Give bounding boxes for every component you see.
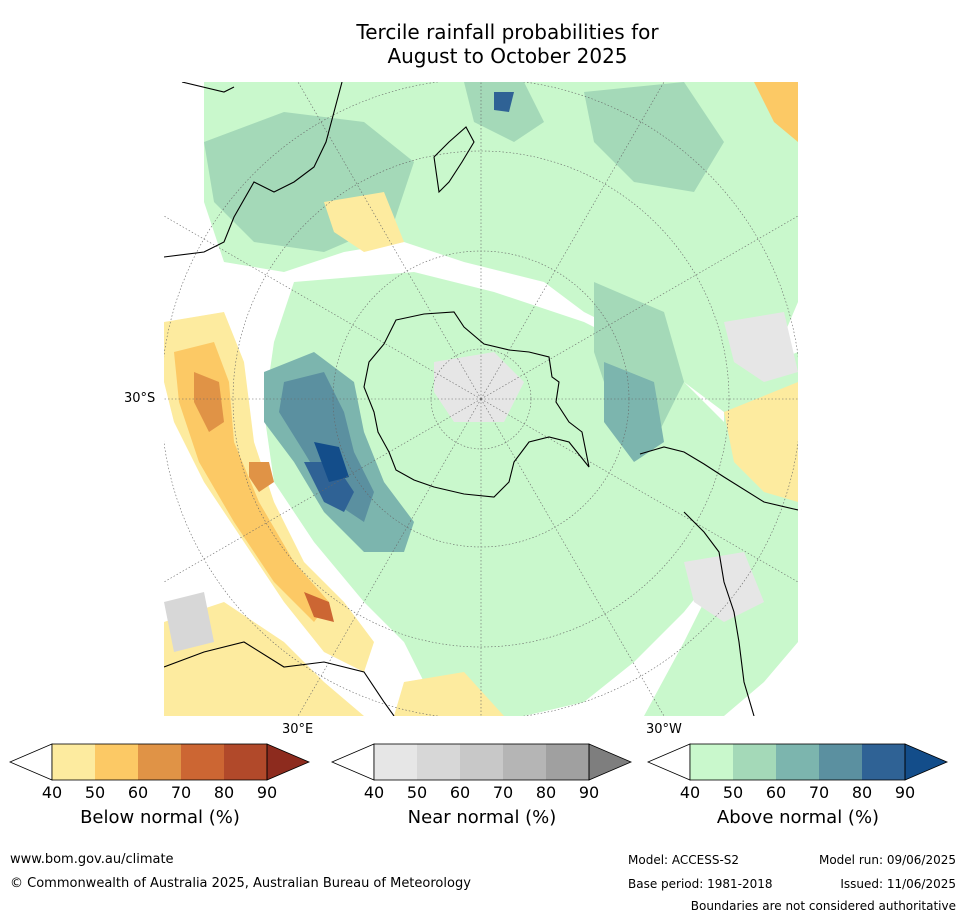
model-name: Model: ACCESS-S2 [628, 853, 740, 867]
colorbar-outline [51, 743, 268, 781]
antarctica-coast [363, 311, 590, 498]
colorbar-outline [689, 743, 906, 781]
colorbar-near-label: Near normal (%) [407, 807, 557, 828]
colorbar-arrow-low [646, 743, 691, 781]
base-period: Base period: 1981-2018 [628, 877, 773, 891]
colorbar-above-svg [646, 743, 949, 781]
colorbar-segment [181, 744, 224, 780]
australia-coast [164, 82, 343, 258]
colorbar-near-normal: 40 50 60 70 80 90 Near normal (%) [330, 743, 635, 828]
colorbar-segment [224, 744, 267, 780]
lat-label-30s: 30°S [124, 391, 156, 406]
tick: 50 [722, 783, 744, 802]
colorbar-segment [776, 744, 819, 780]
model-run: Model run: 09/06/2025 [818, 853, 956, 867]
title-line-2: August to October 2025 [387, 44, 628, 68]
probability-map [164, 82, 798, 716]
website-url: www.bom.gov.au/climate [10, 852, 174, 867]
copyright: © Commonwealth of Australia 2025, Austra… [10, 876, 471, 891]
colorbar-segment [862, 744, 905, 780]
tick: 90 [894, 783, 916, 802]
tick: 80 [851, 783, 873, 802]
tick: 60 [765, 783, 787, 802]
above-normal-strong [264, 92, 664, 552]
coastlines [164, 82, 798, 716]
south-america-coast [639, 446, 798, 511]
tick: 60 [449, 783, 471, 802]
tick: 50 [84, 783, 106, 802]
colorbar-arrow-low [330, 743, 375, 781]
colorbar-segment [819, 744, 862, 780]
title-line-1: Tercile rainfall probabilities for [356, 20, 659, 44]
tick: 80 [535, 783, 557, 802]
tick: 40 [363, 783, 385, 802]
tick: 80 [213, 783, 235, 802]
colorbar-arrow-high [266, 743, 311, 781]
colorbar-above-normal: 40 50 60 70 80 90 Above normal (%) [646, 743, 951, 828]
colorbar-segment [417, 744, 460, 780]
colorbar-arrow-high [588, 743, 633, 781]
tick: 70 [808, 783, 830, 802]
colorbar-below-normal: 40 50 60 70 80 90 Below normal (%) [8, 743, 313, 828]
lon-label-30e: 30°E [282, 722, 314, 737]
colorbar-segment [52, 744, 95, 780]
colorbar-segment [546, 744, 589, 780]
colorbar-near-svg [330, 743, 633, 781]
tick: 90 [578, 783, 600, 802]
disclaimer: Boundaries are not considered authoritat… [690, 899, 956, 913]
tick: 60 [127, 783, 149, 802]
tick: 70 [170, 783, 192, 802]
colorbar-above-label: Above normal (%) [716, 807, 880, 828]
colorbar-arrow-low [8, 743, 53, 781]
colorbar-segment [733, 744, 776, 780]
tick: 50 [406, 783, 428, 802]
africa-coast [164, 641, 395, 716]
colorbar-outline [373, 743, 590, 781]
tick: 40 [679, 783, 701, 802]
colorbar-segment [690, 744, 733, 780]
issued-date: Issued: 11/06/2025 [840, 877, 956, 891]
map-svg [164, 82, 798, 716]
tick: 40 [41, 783, 63, 802]
south-america-coast-2 [683, 511, 755, 716]
colorbar-arrow-high [904, 743, 949, 781]
near-normal-fields [164, 312, 798, 652]
colorbar-segment [95, 744, 138, 780]
colorbar-below-svg [8, 743, 311, 781]
colorbar-below-label: Below normal (%) [80, 807, 240, 828]
below-normal-fields [164, 82, 798, 716]
colorbar-segment [503, 744, 546, 780]
new-zealand-coast [433, 126, 475, 194]
lon-label-30w: 30°W [646, 722, 682, 737]
map-title: Tercile rainfall probabilities for Augus… [0, 20, 965, 68]
colorbar-segment [460, 744, 503, 780]
colorbar-segment [374, 744, 417, 780]
colorbar-segment [138, 744, 181, 780]
tick: 70 [492, 783, 514, 802]
tick: 90 [256, 783, 278, 802]
